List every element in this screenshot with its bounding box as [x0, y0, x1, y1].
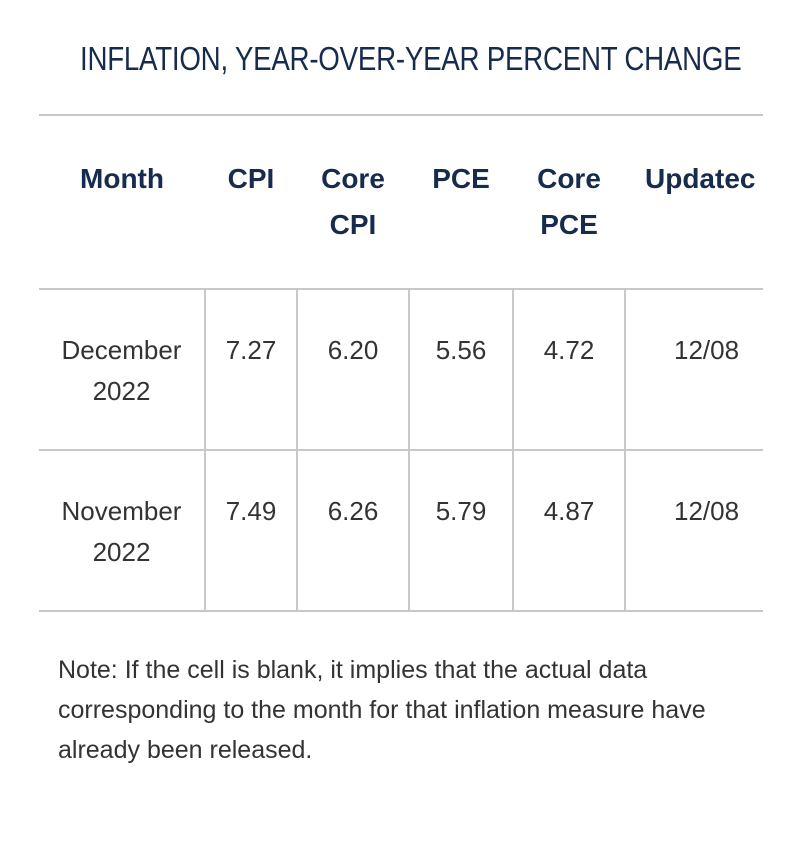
inflation-table: Month CPI Core CPI PCE Core PCE Updatec De…	[39, 116, 763, 612]
column-header-core-pce: Core PCE	[513, 116, 625, 290]
cell-core-cpi: 6.26	[296, 450, 409, 612]
cell-month-line2: 2022	[92, 537, 151, 567]
table-header-row: Month CPI Core CPI PCE Core PCE Updatec	[39, 116, 763, 290]
cell-cpi: 7.27	[204, 289, 297, 451]
cell-pce: 5.79	[408, 450, 513, 612]
cell-core-cpi: 6.20	[296, 289, 409, 451]
cell-month-line1: December	[61, 335, 182, 365]
page-title: INFLATION, YEAR-OVER-YEAR PERCENT CHANGE	[80, 40, 742, 77]
column-header-core-pce-line2: PCE	[540, 209, 598, 240]
cell-cpi: 7.49	[204, 450, 297, 612]
cell-core-pce: 4.87	[512, 450, 625, 612]
column-header-updated: Updatec	[625, 116, 763, 290]
cell-updated: 12/08	[624, 450, 763, 612]
cell-core-pce: 4.72	[512, 289, 625, 451]
table-row: December 2022 7.27 6.20 5.56 4.72 12/08	[39, 289, 763, 451]
cell-pce: 5.56	[408, 289, 513, 451]
table-footnote: Note: If the cell is blank, it implies t…	[58, 656, 706, 764]
column-header-core-cpi-line1: Core	[321, 163, 385, 194]
column-header-cpi: CPI	[205, 116, 297, 290]
table-row: November 2022 7.49 6.26 5.79 4.87 12/08	[39, 450, 763, 612]
cell-month: November 2022	[39, 450, 205, 612]
column-header-core-pce-line1: Core	[537, 163, 601, 194]
cell-month-line1: November	[61, 496, 182, 526]
column-header-pce: PCE	[409, 116, 513, 290]
column-header-month: Month	[39, 116, 205, 290]
cell-updated: 12/08	[624, 289, 763, 451]
inflation-table-container[interactable]: Month CPI Core CPI PCE Core PCE Updatec De…	[39, 114, 763, 612]
column-header-core-cpi: Core CPI	[297, 116, 409, 290]
cell-month-line2: 2022	[92, 376, 151, 406]
cell-month: December 2022	[39, 289, 205, 451]
column-header-core-cpi-line2: CPI	[329, 209, 377, 240]
